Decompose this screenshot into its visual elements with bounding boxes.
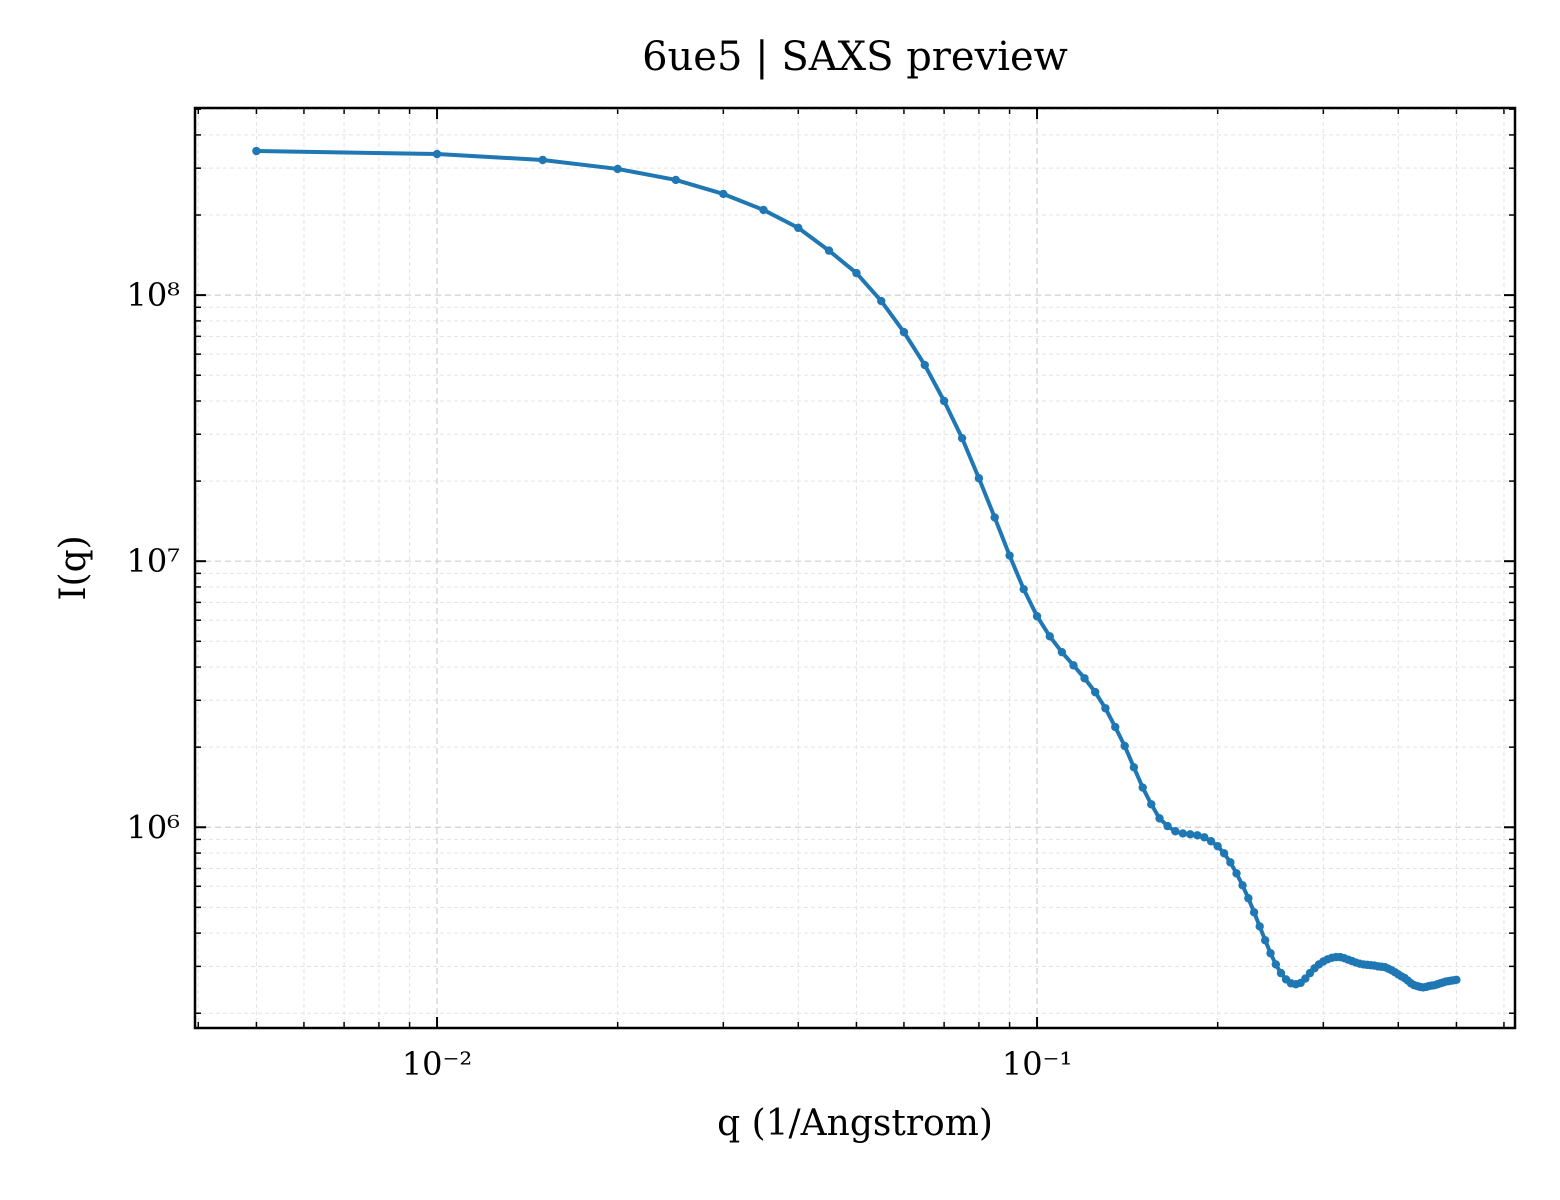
data-point — [794, 223, 803, 233]
data-point — [939, 396, 949, 406]
data-point — [1155, 814, 1164, 823]
data-point — [957, 433, 967, 443]
data-point — [1111, 722, 1120, 732]
data-point — [1200, 833, 1209, 842]
data-point — [1171, 827, 1180, 836]
data-point — [1213, 841, 1222, 851]
data-point — [1276, 968, 1286, 978]
data-point — [1019, 584, 1028, 594]
data-point — [719, 189, 728, 199]
data-point — [1193, 831, 1202, 840]
x-tick-label: 10⁻² — [402, 1045, 472, 1083]
x-tick-label: 10⁻¹ — [1002, 1045, 1072, 1083]
data-point — [1271, 960, 1281, 969]
data-point — [1090, 687, 1100, 697]
data-point — [1452, 975, 1461, 985]
data-point — [899, 327, 909, 337]
data-point — [1249, 908, 1259, 917]
data-point — [1138, 783, 1147, 792]
data-point — [759, 205, 768, 215]
data-point — [1120, 741, 1129, 751]
data-point — [1238, 881, 1247, 890]
data-point — [1101, 704, 1110, 713]
y-tick-label: 10⁷ — [126, 542, 180, 580]
data-point — [877, 296, 886, 306]
x-axis-label: q (1/Angstrom) — [717, 1103, 993, 1144]
data-point — [1045, 632, 1054, 641]
data-point — [1244, 894, 1253, 903]
data-point — [432, 149, 442, 159]
data-point — [1069, 661, 1078, 670]
data-point — [671, 175, 681, 185]
plot-frame — [193, 106, 1517, 1030]
data-point — [1005, 551, 1014, 560]
data-point — [1080, 674, 1089, 683]
data-point — [1032, 612, 1042, 621]
data-point — [852, 268, 861, 278]
chart-title: 6ue5 | SAXS preview — [642, 34, 1068, 80]
data-point — [1178, 829, 1188, 838]
data-point — [1255, 922, 1264, 931]
y-axis-label: I(q) — [53, 535, 94, 600]
data-point — [252, 146, 261, 156]
data-point — [974, 474, 984, 483]
data-point — [1186, 830, 1195, 839]
data-point — [1057, 647, 1067, 657]
data-point — [1266, 949, 1275, 958]
data-point — [538, 155, 547, 165]
data-point — [1129, 763, 1139, 772]
data-point — [1206, 837, 1216, 846]
data-point — [1219, 849, 1229, 858]
y-tick-label: 10⁸ — [126, 276, 180, 314]
data-point — [1226, 858, 1235, 867]
y-tick-label: 10⁶ — [126, 808, 180, 846]
data-point — [1147, 800, 1156, 809]
data-point — [1232, 869, 1241, 878]
data-point — [1260, 936, 1270, 945]
data-point — [990, 513, 999, 522]
data-point — [1163, 821, 1172, 831]
data-point — [824, 246, 834, 255]
data-point — [920, 360, 929, 370]
data-point — [613, 164, 622, 174]
